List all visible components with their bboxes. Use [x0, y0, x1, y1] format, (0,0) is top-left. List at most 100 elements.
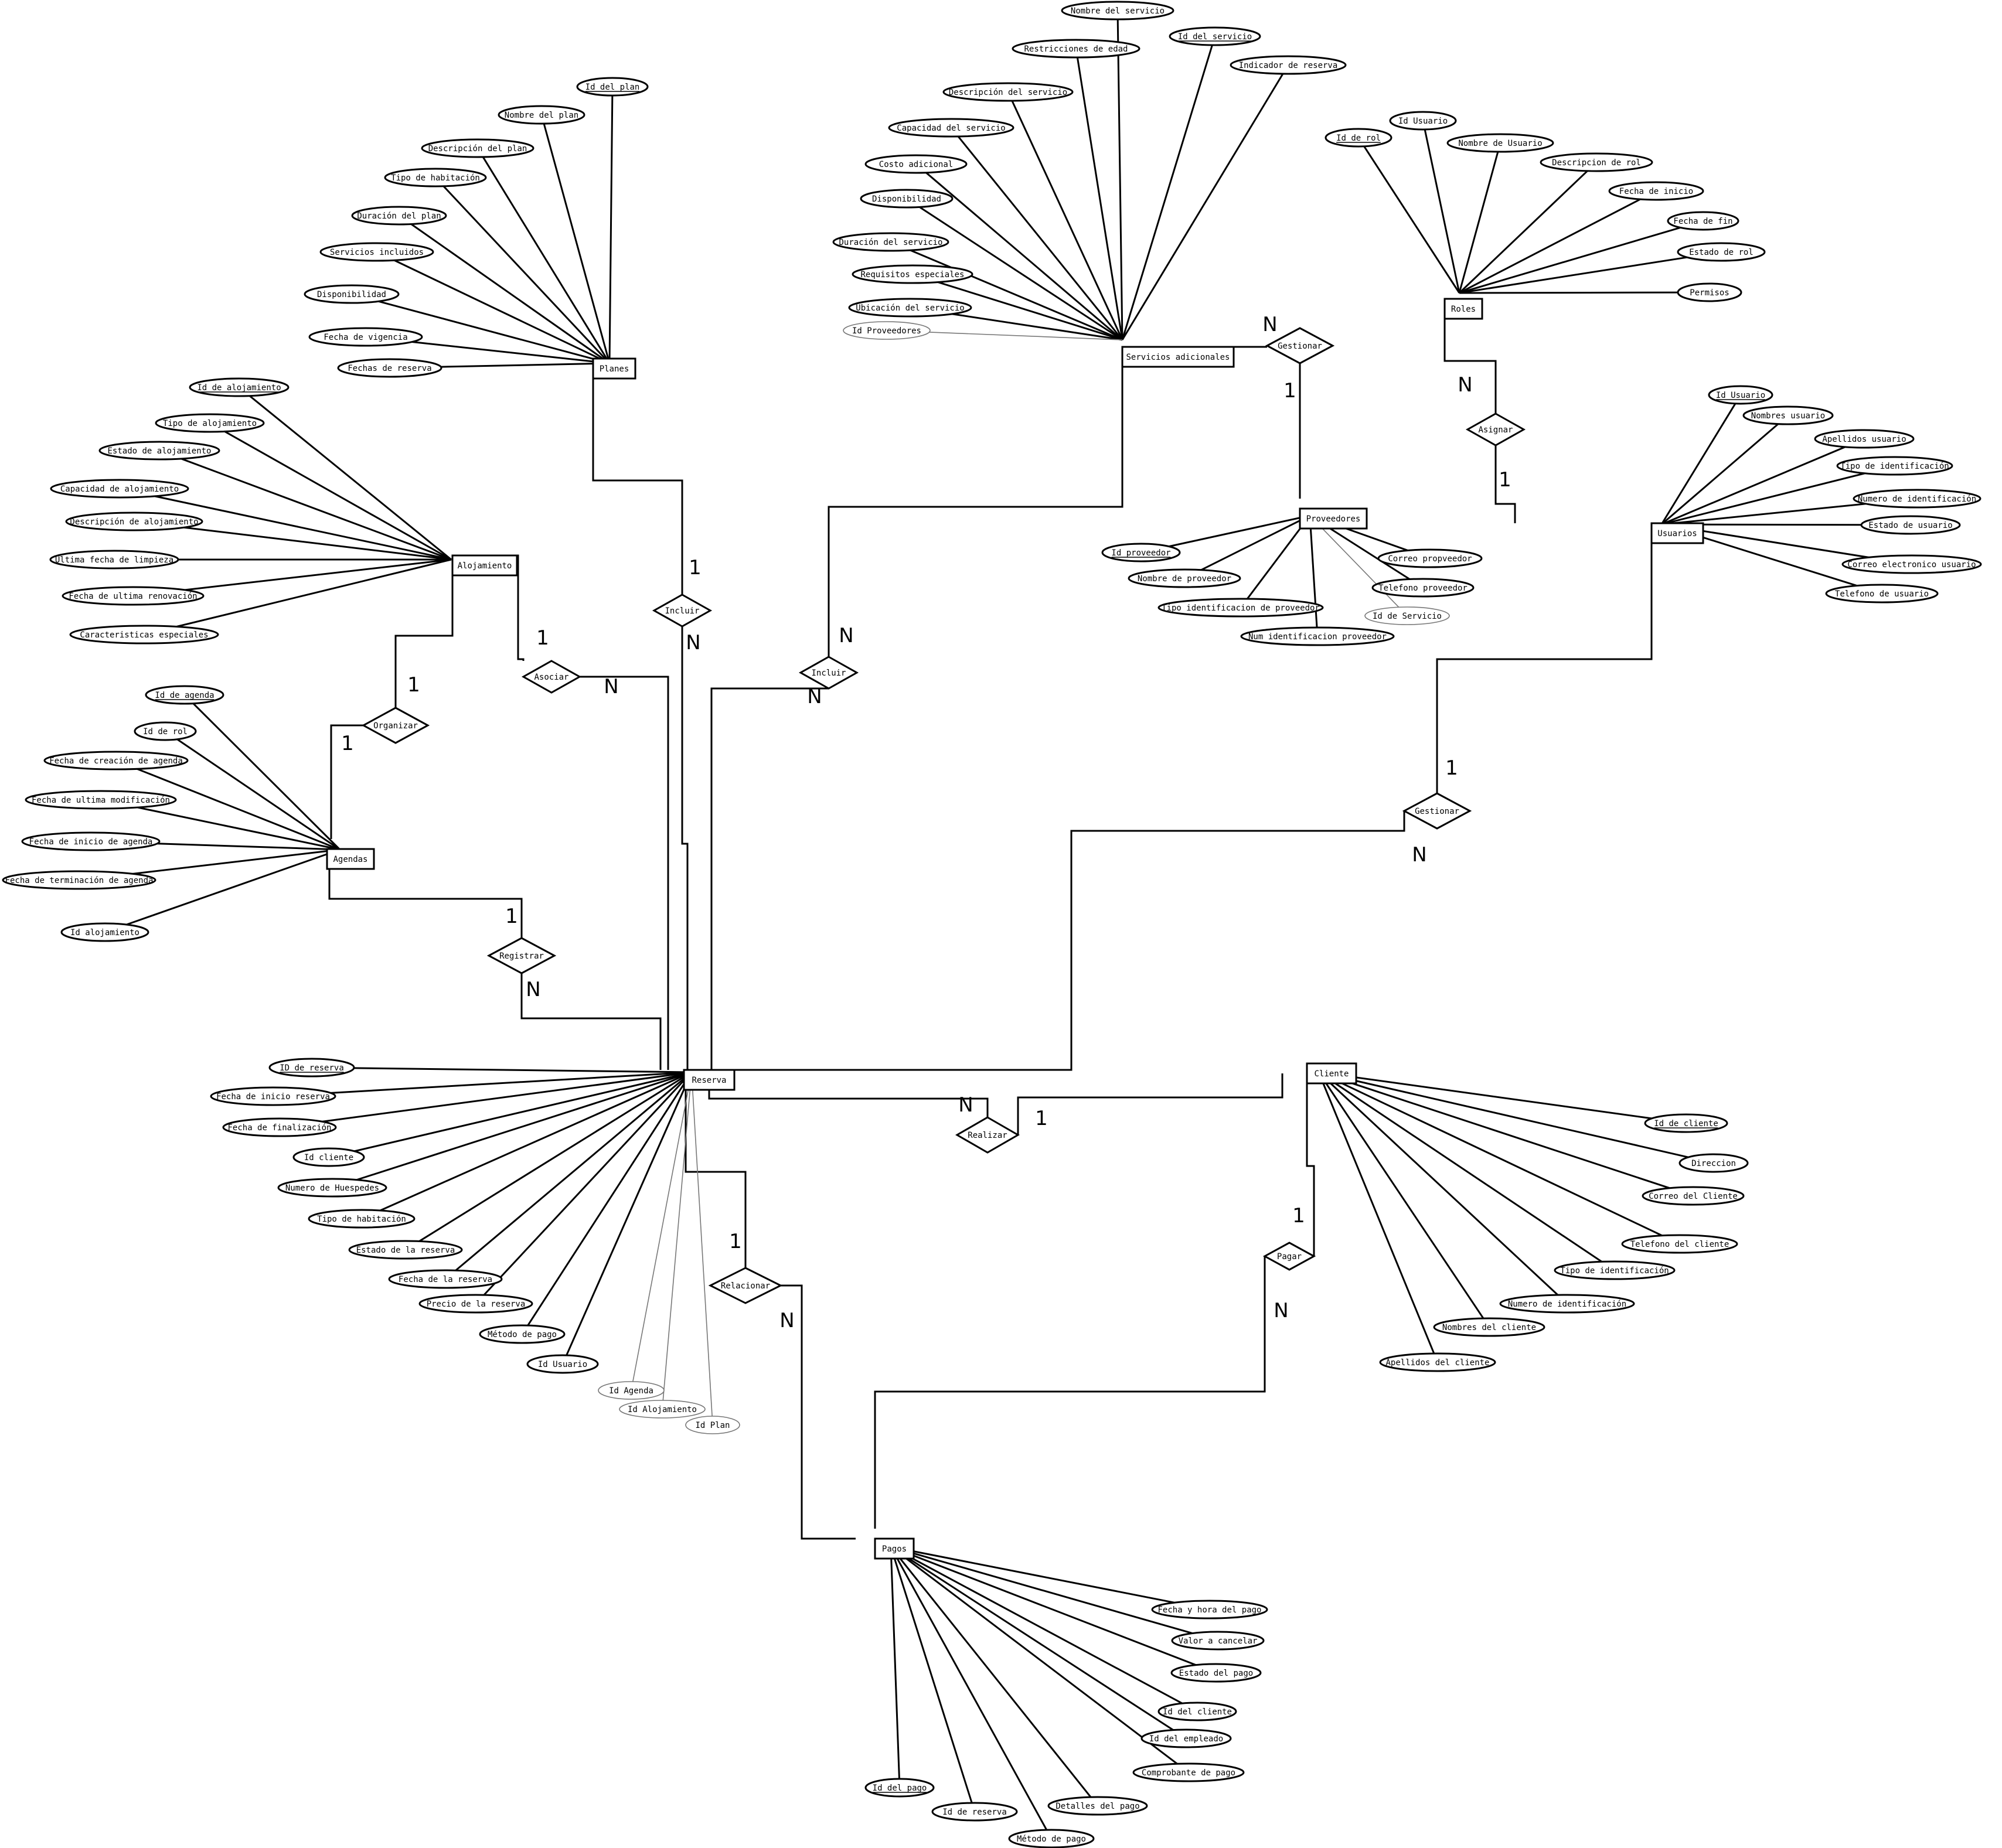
attribute-agendas-5: Fecha de terminación de agenda	[2, 870, 156, 890]
attribute-ellipse	[479, 1324, 566, 1344]
attribute-pagos-4: Id del empleado	[1140, 1728, 1232, 1748]
attribute-label: Id Alojamiento	[628, 1405, 697, 1414]
relationship-asociar[interactable]: Asociar	[521, 660, 582, 694]
relationship-connector-21	[874, 1256, 1266, 1529]
attribute-ellipse	[888, 118, 1014, 138]
attribute-ellipse	[848, 298, 972, 318]
attribute-label: Duración del servicio	[839, 238, 942, 247]
entity-pagos[interactable]: Pagos	[874, 1537, 915, 1560]
relationship-gestionar_usuarios[interactable]: Gestionar	[1402, 792, 1472, 830]
attribute-pagos-6: Detalles del pago	[1047, 1796, 1148, 1816]
attribute-link-servicios-3	[1121, 73, 1284, 340]
attribute-label: Tipo de habitación	[317, 1215, 406, 1224]
attribute-ellipse	[1377, 548, 1483, 568]
attribute-link-roles-7	[1459, 291, 1678, 294]
attribute-ellipse	[619, 1400, 706, 1419]
attribute-ellipse	[1230, 55, 1347, 75]
attribute-label: Id del cliente	[1163, 1707, 1232, 1717]
relationship-diamond	[1402, 792, 1472, 830]
entity-cliente[interactable]: Cliente	[1306, 1062, 1357, 1085]
attribute-proveedores-2: Tipo identificacion de proveedor	[1157, 598, 1324, 618]
relationship-label: Realizar	[968, 1131, 1007, 1140]
attribute-link-cliente-5	[1317, 1071, 1559, 1296]
attribute-link-planes-6	[378, 300, 610, 364]
relationship-diamond	[1465, 412, 1526, 446]
attribute-reserva-4: Numero de Huespedes	[277, 1178, 387, 1198]
attribute-roles-7: Permisos	[1677, 282, 1742, 302]
attribute-link-servicios-9	[937, 281, 1123, 341]
relationship-realizar[interactable]: Realizar	[955, 1116, 1020, 1154]
relationship-diamond	[1265, 327, 1335, 364]
entity-label: Roles	[1451, 305, 1476, 314]
relationship-diamond	[361, 707, 430, 744]
relationship-label: Gestionar	[1278, 342, 1322, 351]
attribute-reserva-8: Precio de la reserva	[418, 1294, 533, 1314]
attribute-label: Fecha de inicio de agenda	[29, 837, 153, 847]
attribute-alojamiento-3: Capacidad de alojamiento	[50, 479, 189, 499]
entity-box	[1306, 1062, 1357, 1085]
attribute-link-servicios-2	[1121, 45, 1213, 340]
relationship-label: Pagar	[1277, 1252, 1302, 1261]
entity-alojamiento[interactable]: Alojamiento	[451, 554, 518, 577]
entity-roles[interactable]: Roles	[1443, 298, 1483, 320]
attribute-link-proveedores-1	[1200, 514, 1310, 571]
relationship-relacionar[interactable]: Relacionar	[708, 1267, 783, 1304]
attribute-cliente-2: Correo del Cliente	[1642, 1186, 1745, 1206]
relationship-incluir_servicios[interactable]: Incluir	[798, 656, 859, 690]
attribute-link-servicios-1	[1076, 57, 1123, 340]
attribute-label: Método de pago	[488, 1330, 557, 1339]
attribute-link-pagos-0	[890, 1546, 1175, 1604]
attribute-ellipse	[1157, 598, 1324, 618]
attribute-servicios-1: Restricciones de edad	[1012, 39, 1140, 59]
relationship-registrar[interactable]: Registrar	[486, 937, 557, 974]
attribute-usuarios-5: Estado de usuario	[1860, 515, 1961, 535]
attribute-ellipse	[65, 512, 203, 531]
cardinality-incluir_planes_bottom: N	[686, 631, 700, 654]
attribute-cliente-5: Numero de identificación	[1499, 1294, 1635, 1314]
attribute-link-roles-1	[1424, 129, 1460, 294]
attribute-ellipse	[1814, 429, 1915, 449]
attribute-label: Nombre del plan	[505, 111, 578, 120]
attribute-label: Id de Servicio	[1373, 612, 1442, 621]
attribute-label: Descripcion de rol	[1552, 158, 1641, 168]
attribute-cliente-7: Apellidos del cliente	[1379, 1352, 1496, 1372]
entity-reserva[interactable]: Reserva	[683, 1069, 736, 1091]
attribute-pagos-1: Valor a cancelar	[1171, 1631, 1265, 1651]
cardinality-gestionar_usr_top: 1	[1445, 756, 1458, 780]
attribute-reserva-2: Fecha de finalización	[222, 1117, 337, 1137]
attribute-link-agendas-0	[192, 703, 341, 851]
attribute-label: Id del empleado	[1149, 1734, 1223, 1744]
relationship-asignar[interactable]: Asignar	[1465, 412, 1526, 446]
attribute-pagos-2: Estado del pago	[1170, 1663, 1262, 1683]
attribute-cliente-1: Direccion	[1678, 1153, 1749, 1173]
entity-servicios[interactable]: Servicios adicionales	[1121, 346, 1235, 368]
attribute-link-servicios-0	[1116, 19, 1123, 340]
attribute-link-reserva-4	[356, 1071, 692, 1181]
entity-usuarios[interactable]: Usuarios	[1650, 522, 1704, 544]
relationship-gestionar_proveedores[interactable]: Gestionar	[1265, 327, 1335, 364]
attribute-label: Id Usuario	[538, 1360, 587, 1369]
entity-box	[592, 357, 636, 380]
entity-box	[1299, 507, 1368, 530]
attribute-link-planes-4	[410, 223, 610, 364]
attribute-label: Método de pago	[1017, 1835, 1086, 1844]
entity-agendas[interactable]: Agendas	[326, 848, 375, 870]
attribute-link-usuarios-3	[1661, 472, 1865, 526]
attribute-label: Correo propveedor	[1388, 554, 1472, 564]
relationship-incluir_planes[interactable]: Incluir	[652, 594, 713, 628]
relationship-pagar[interactable]: Pagar	[1262, 1242, 1316, 1271]
attribute-label: Telefono proveedor	[1378, 584, 1468, 593]
entity-label: Proveedores	[1306, 514, 1361, 524]
relationship-organizar[interactable]: Organizar	[361, 707, 430, 744]
attribute-planes-2: Descripción del plan	[421, 138, 534, 158]
attribute-label: Apellidos del cliente	[1385, 1358, 1489, 1368]
attribute-ellipse	[98, 441, 220, 461]
entity-planes[interactable]: Planes	[592, 357, 636, 380]
relationship-label: Incluir	[811, 669, 846, 678]
attribute-link-agendas-6	[126, 848, 341, 926]
attribute-ellipse	[348, 1240, 463, 1260]
attribute-reserva-7: Fecha de la reserva	[388, 1269, 503, 1289]
entity-proveedores[interactable]: Proveedores	[1299, 507, 1368, 530]
attribute-link-alojamiento-0	[249, 395, 452, 561]
